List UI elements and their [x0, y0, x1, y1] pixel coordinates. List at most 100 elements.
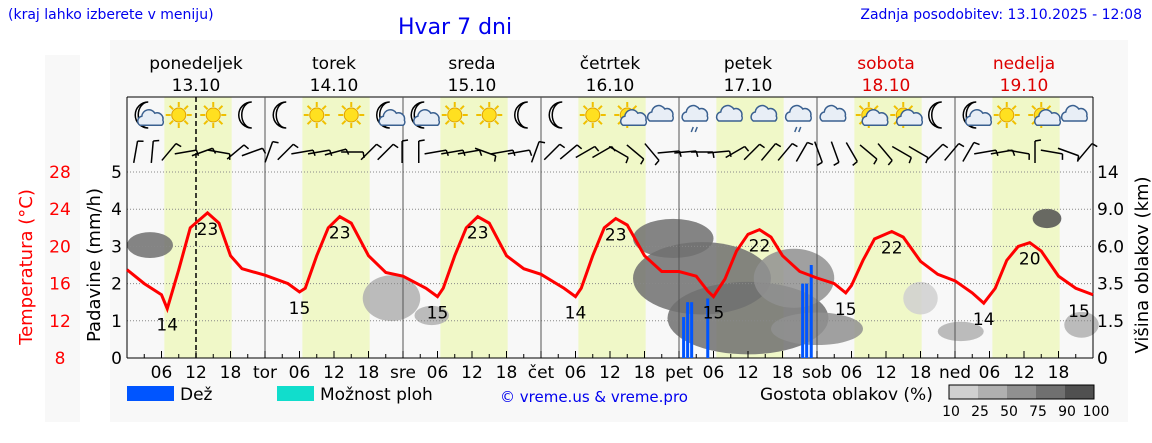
cloud-density-level: 25 [971, 404, 989, 420]
daylight-band [578, 97, 646, 358]
cloud-height-tick-label: 1.5 [1097, 312, 1124, 332]
cloud-density-level: 50 [1000, 404, 1018, 420]
wind-barb-icon [457, 149, 483, 156]
cloud-icon [1060, 104, 1088, 122]
wind-barb-icon [760, 142, 782, 161]
temperature-label: 15 [427, 304, 449, 324]
cloud-density-level: 100 [1083, 404, 1110, 420]
cloud-density-level: 10 [942, 404, 960, 420]
x-tick-label: pet [665, 363, 693, 383]
cloud-height-tick-label: 14 [1097, 163, 1119, 183]
temperature-label: 23 [605, 226, 627, 246]
x-tick-label: 06 [565, 363, 587, 383]
wind-barb-icon [1007, 149, 1030, 160]
moon-cloud-icon [376, 101, 406, 129]
x-tick-label: 06 [427, 363, 449, 383]
day-name: ponedeljek [149, 54, 243, 74]
cloud-height-tick-label: 0 [1097, 349, 1108, 369]
cloud-icon [646, 104, 674, 122]
cloud-density-legend-label: Gostota oblakov (%) [760, 385, 933, 405]
x-tick-label: 18 [358, 363, 380, 383]
wind-barb-icon [877, 143, 893, 166]
x-tick-label: 12 [461, 363, 483, 383]
wind-barb-icon [575, 145, 600, 159]
x-tick-label: 18 [1048, 363, 1070, 383]
cloud-height-tick-label: 6.0 [1097, 237, 1124, 257]
moon-cloud-icon [134, 101, 165, 129]
temperature-label: 14 [973, 310, 995, 330]
wind-barb-icon [161, 142, 182, 161]
wind-barb-icon [1057, 147, 1080, 162]
x-tick-label: 12 [599, 363, 621, 383]
temperature-label: 15 [835, 300, 857, 320]
sun-cloud-icon [890, 102, 924, 128]
temperature-label: 23 [329, 224, 351, 244]
cloud-rain-icon [681, 104, 709, 133]
x-tick-label: 06 [151, 363, 173, 383]
rain-tick-label: 0 [111, 349, 122, 369]
x-tick-label: 06 [289, 363, 311, 383]
rain-tick-label: 5 [111, 163, 122, 183]
rain-tick-label: 4 [111, 200, 122, 220]
sun-icon [441, 102, 468, 128]
wind-barb-icon [725, 145, 750, 159]
x-tick-label: 06 [703, 363, 725, 383]
wind-barb-icon [150, 139, 160, 164]
last-updated: Zadnja posodobitev: 13.10.2025 - 12:08 [860, 7, 1142, 23]
x-tick-label: 18 [634, 363, 656, 383]
location-hint: (kraj lahko izberete v meniju) [8, 7, 214, 23]
rain-bar [690, 302, 694, 358]
x-tick-label: čet [528, 363, 555, 383]
cloud-density-swatch [1065, 385, 1094, 399]
temp-tick-label: 20 [49, 237, 71, 257]
rain-bar [801, 283, 805, 358]
temp-tick-label: 16 [49, 275, 71, 295]
wind-barb-icon [743, 143, 765, 161]
wind-barb-icon [845, 142, 858, 166]
wind-barb-icon [264, 140, 279, 163]
moon-cloud-icon [962, 101, 993, 129]
cloud-density-blob [127, 232, 173, 259]
rain-bar [809, 265, 813, 358]
cloud-icon [819, 104, 847, 122]
day-name: sobota [857, 54, 915, 74]
day-name: sreda [448, 54, 495, 74]
wind-barb-icon [926, 143, 949, 161]
x-tick-label: 18 [496, 363, 518, 383]
wind-barb-icon [859, 144, 878, 165]
wind-barb-icon [644, 143, 660, 166]
day-date: 18.10 [862, 76, 911, 96]
sun-icon [993, 102, 1020, 128]
x-tick-label: 18 [772, 363, 794, 383]
wind-barb-icon [507, 149, 533, 156]
cloud-height-axis-label: Višina oblakov (km) [1132, 176, 1152, 353]
sun-icon [303, 102, 330, 128]
temp-axis-label: Temperatura (°C) [16, 189, 37, 346]
temperature-label: 14 [156, 316, 178, 336]
cloud-density-swatch [949, 385, 978, 399]
wind-barb-icon [226, 144, 250, 160]
wind-barb-icon [543, 143, 566, 161]
wind-barb-icon [830, 141, 840, 166]
day-name: torek [312, 54, 356, 74]
x-tick-label: 12 [323, 363, 345, 383]
wind-barb-icon [1040, 149, 1064, 160]
wind-barb-icon [891, 145, 912, 164]
x-tick-label: ned [939, 363, 971, 383]
moon-icon [928, 101, 942, 129]
temperature-label: 22 [881, 239, 903, 259]
x-tick-label: 06 [979, 363, 1001, 383]
rain-tick-label: 3 [111, 237, 122, 257]
temp-tick-label: 28 [49, 163, 71, 183]
wind-barb-icon [962, 141, 980, 162]
sun-icon [165, 102, 192, 128]
daylight-band [302, 97, 370, 358]
day-date: 17.10 [724, 76, 773, 96]
cloud-density-swatch [1036, 385, 1065, 399]
wind-barb-icon [530, 140, 546, 163]
x-tick-label: 18 [910, 363, 932, 383]
sun-cloud-icon [1028, 102, 1062, 128]
cloud-density-swatch [978, 385, 1007, 399]
rain-legend-label: Dež [180, 385, 213, 405]
cloud-density-blob [753, 248, 835, 308]
